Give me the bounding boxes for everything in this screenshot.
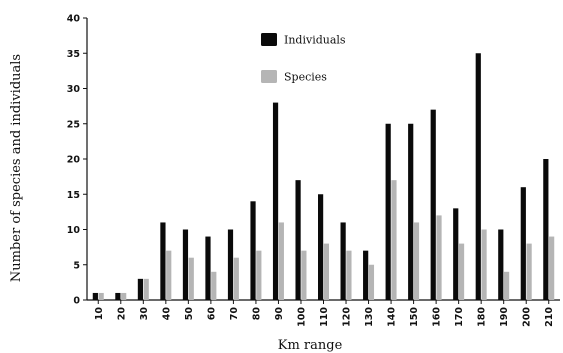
x-tick-label: 70 [229,307,240,321]
bar-species-30 [143,278,149,300]
y-tick-label: 40 [67,14,81,25]
y-tick-label: 15 [67,190,80,201]
y-tick-label: 10 [67,225,81,236]
bar-species-190 [503,271,510,300]
bar-individuals-100 [295,180,301,300]
bar-species-200 [526,243,532,300]
bar-individuals-10 [92,292,98,300]
plot-area: 0 5 10 15 20 25 30 35 40 10 20 30 40 50 60 70 80 90 100 110… [67,14,560,327]
bar-individuals-170 [453,208,459,300]
bar-species-60 [211,271,217,300]
bar-species-120 [346,250,352,300]
y-tick-label: 20 [67,155,81,166]
bar-individuals-190 [498,229,504,300]
x-tick-label: 40 [161,307,172,321]
legend-label-species: Species [284,71,327,84]
bar-species-210 [549,236,555,300]
bar-species-40 [166,250,172,300]
bar-species-140 [391,180,397,300]
bar-individuals-210 [543,159,549,300]
bar-species-80 [256,250,262,300]
x-axis-label: Km range [278,338,343,353]
legend-swatch-species [261,70,277,83]
bar-species-160 [436,215,442,300]
x-tick-label: 180 [477,307,488,327]
bar-individuals-40 [160,222,166,300]
x-tick-label: 190 [499,307,510,327]
x-tick-label: 60 [206,307,217,321]
bar-individuals-90 [272,102,279,300]
x-tick-label: 110 [319,307,330,327]
x-tick-label: 10 [94,307,105,321]
legend: Individuals Species [261,33,346,84]
bar-individuals-130 [363,250,369,300]
bar-species-20 [121,292,127,300]
bar-individuals-110 [318,194,324,300]
x-tick-label: 90 [274,307,285,321]
bar-species-70 [233,257,239,300]
legend-label-individuals: Individuals [284,34,346,47]
y-tick-label: 5 [73,260,80,271]
bar-species-50 [188,257,194,300]
bar-species-100 [301,250,307,300]
bar-species-170 [458,243,465,300]
bar-individuals-60 [205,236,211,300]
x-tick-label: 120 [342,307,353,327]
bar-individuals-80 [250,201,256,300]
bar-species-180 [481,229,487,300]
x-tick-label: 130 [364,307,375,327]
y-tick-label: 30 [67,84,81,95]
x-tick-label: 140 [387,307,398,327]
bar-individuals-180 [475,53,481,300]
x-tick-label: 80 [251,307,262,321]
x-tick-label: 50 [184,307,195,321]
y-tick-label: 0 [73,296,80,307]
legend-swatch-individuals [261,33,277,46]
x-tick-label: 100 [297,307,308,327]
bar-individuals-30 [137,278,144,300]
x-tick-label: 170 [454,307,465,327]
y-tick-label: 35 [67,49,80,60]
bar-individuals-120 [340,222,346,300]
x-tick-label: 30 [139,307,150,321]
y-tick-label: 25 [67,119,80,130]
bar-individuals-20 [115,292,121,300]
bar-individuals-160 [430,109,436,301]
bar-individuals-50 [182,229,189,300]
bar-species-130 [368,264,375,300]
x-tick-label: 20 [116,307,127,321]
x-tick-label: 150 [409,307,420,327]
bar-species-90 [278,222,284,300]
bar-species-150 [413,222,420,300]
bar-individuals-140 [385,123,391,300]
bar-species-110 [323,243,329,300]
y-axis-label: Number of species and individuals [9,54,24,282]
bar-individuals-200 [520,187,526,300]
x-tick-label: 160 [432,307,443,327]
bar-individuals-70 [227,229,234,300]
x-tick-label: 210 [544,307,555,327]
bar-individuals-150 [408,123,414,300]
x-tick-label: 200 [522,307,533,327]
bar-species-10 [98,292,104,300]
